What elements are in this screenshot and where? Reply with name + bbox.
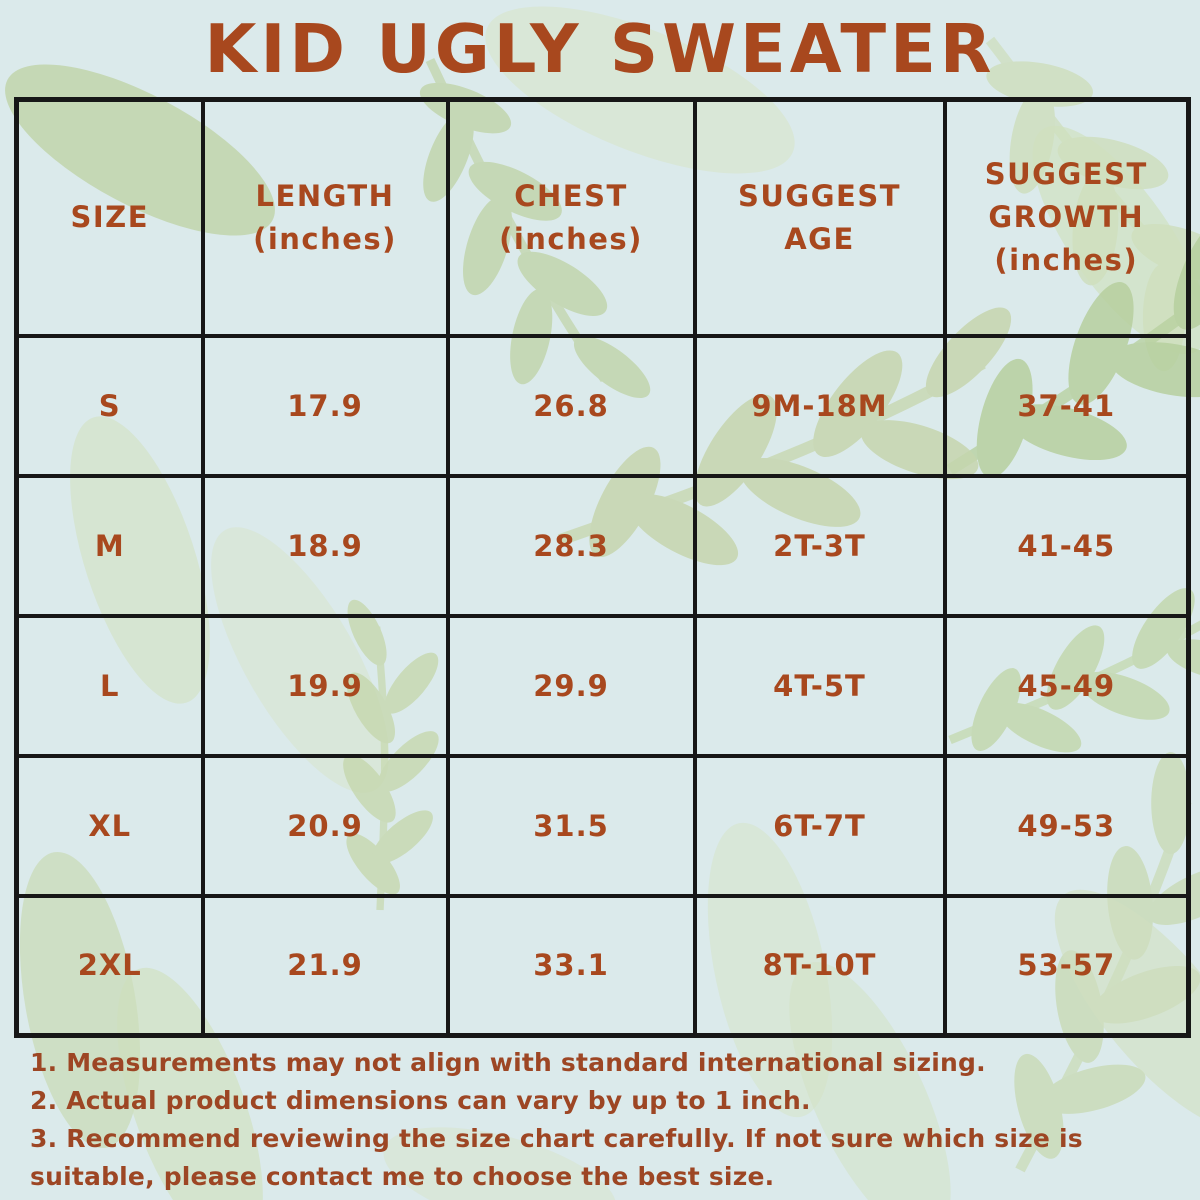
page-title: KID UGLY SWEATER	[204, 10, 996, 88]
header-cell-chest: CHEST (inches)	[445, 97, 697, 338]
cell-growth: 45-49	[942, 613, 1191, 758]
cell-growth: 41-45	[942, 473, 1191, 618]
table-row-l: L 19.9 29.9 4T-5T 45-49	[14, 613, 1191, 758]
cell-size: S	[14, 333, 205, 478]
cell-length: 19.9	[200, 613, 450, 758]
cell-age: 6T-7T	[692, 753, 947, 898]
cell-age: 2T-3T	[692, 473, 947, 618]
size-chart-table: SIZE LENGTH (inches) CHEST (inches) SUGG…	[14, 97, 1191, 1038]
header-cell-length: LENGTH (inches)	[200, 97, 450, 338]
notes-section: 1. Measurements may not align with stand…	[30, 1044, 1170, 1196]
cell-growth: 53-57	[942, 893, 1191, 1038]
cell-age: 4T-5T	[692, 613, 947, 758]
cell-size: M	[14, 473, 205, 618]
cell-size: XL	[14, 753, 205, 898]
table-row-2xl: 2XL 21.9 33.1 8T-10T 53-57	[14, 893, 1191, 1038]
cell-age: 9M-18M	[692, 333, 947, 478]
table-row-m: M 18.9 28.3 2T-3T 41-45	[14, 473, 1191, 618]
cell-chest: 29.9	[445, 613, 697, 758]
cell-size: L	[14, 613, 205, 758]
cell-length: 18.9	[200, 473, 450, 618]
table-row-xl: XL 20.9 31.5 6T-7T 49-53	[14, 753, 1191, 898]
table-header-row: SIZE LENGTH (inches) CHEST (inches) SUGG…	[14, 97, 1191, 338]
table-row-s: S 17.9 26.8 9M-18M 37-41	[14, 333, 1191, 478]
cell-length: 17.9	[200, 333, 450, 478]
header-cell-size: SIZE	[14, 97, 205, 338]
cell-size: 2XL	[14, 893, 205, 1038]
note-line-1: 1. Measurements may not align with stand…	[30, 1048, 986, 1077]
cell-length: 20.9	[200, 753, 450, 898]
header-cell-age: SUGGEST AGE	[692, 97, 947, 338]
cell-chest: 33.1	[445, 893, 697, 1038]
cell-length: 21.9	[200, 893, 450, 1038]
header-cell-growth: SUGGEST GROWTH (inches)	[942, 97, 1191, 338]
note-line-2: 2. Actual product dimensions can vary by…	[30, 1086, 811, 1115]
note-line-3: 3. Recommend reviewing the size chart ca…	[30, 1124, 1083, 1191]
cell-growth: 49-53	[942, 753, 1191, 898]
cell-chest: 31.5	[445, 753, 697, 898]
cell-chest: 28.3	[445, 473, 697, 618]
cell-chest: 26.8	[445, 333, 697, 478]
cell-age: 8T-10T	[692, 893, 947, 1038]
cell-growth: 37-41	[942, 333, 1191, 478]
